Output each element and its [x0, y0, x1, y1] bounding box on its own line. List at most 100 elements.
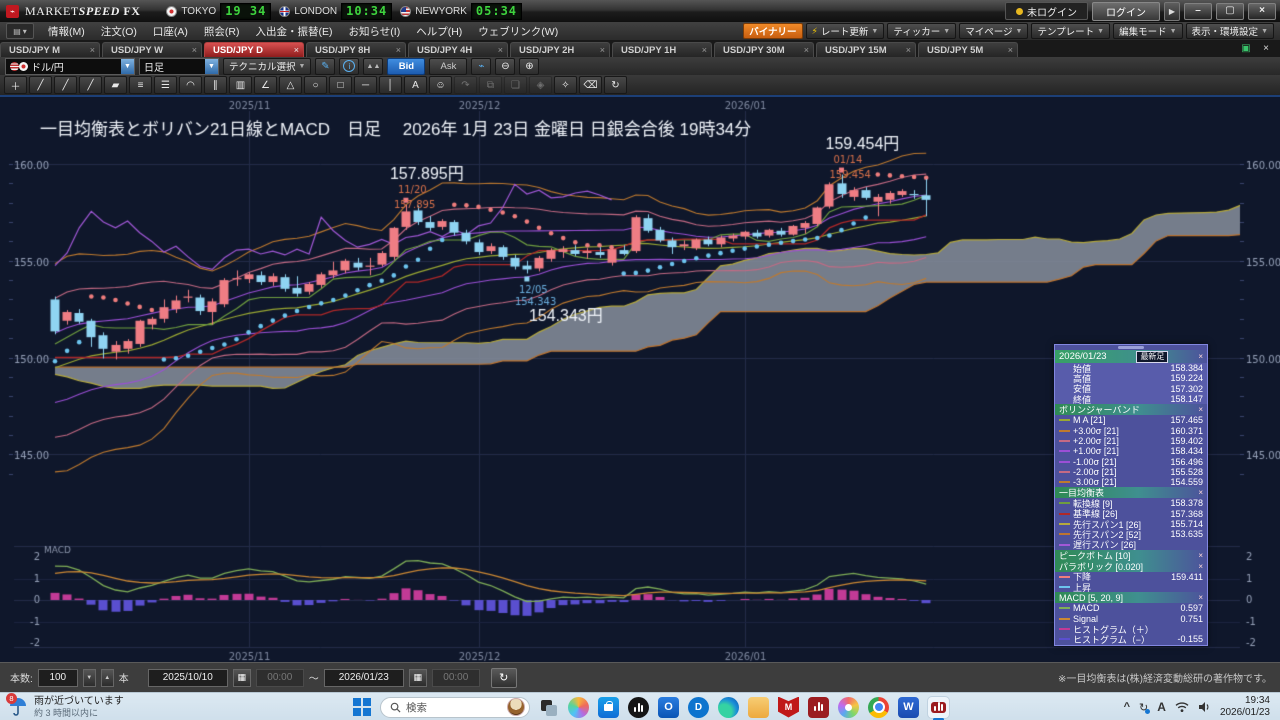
taskbar-search-input[interactable]: 検索 — [380, 696, 530, 718]
section-close-icon[interactable]: × — [1198, 405, 1203, 415]
task-view-icon[interactable] — [538, 697, 559, 718]
ask-toggle-button[interactable]: Ask — [429, 57, 468, 75]
area-chart-button[interactable]: ▲▲ — [363, 57, 384, 75]
tab-close-icon[interactable]: × — [803, 45, 809, 55]
marketspeed-fx-active-icon[interactable] — [928, 696, 949, 720]
close-chart-button[interactable]: × — [1263, 43, 1269, 54]
outlook-icon[interactable]: O — [658, 696, 679, 718]
tab-close-icon[interactable]: × — [497, 45, 503, 55]
tab-close-icon[interactable]: × — [599, 45, 605, 55]
rectangle-tool[interactable]: □ — [329, 76, 352, 94]
extended-line-tool[interactable]: ╱ — [79, 76, 102, 94]
tab-usd-jpy-30m[interactable]: USD/JPY 30M × — [714, 42, 814, 57]
editmode-button[interactable]: 編集モード ▼ — [1113, 23, 1183, 39]
menu-item-5[interactable]: 入出金・振替(E) — [255, 25, 333, 38]
count-down-button[interactable]: ▼ — [82, 668, 96, 687]
menu-item-8[interactable]: ウェブリンク(W) — [478, 25, 559, 38]
arc-tool[interactable]: ◠ — [179, 76, 202, 94]
ticker-button[interactable]: ティッカー ▼ — [887, 23, 957, 39]
technical-select-button[interactable]: テクニカル選択 ▼ — [223, 57, 312, 75]
ray-tool[interactable]: ╱ — [54, 76, 77, 94]
ellipse-tool[interactable]: ○ — [304, 76, 327, 94]
tab-close-icon[interactable]: × — [1007, 45, 1013, 55]
to-calendar-icon[interactable]: ▦ — [408, 668, 427, 687]
weather-widget[interactable]: 8 雨が近づいています 約 3 時間以内に — [0, 693, 208, 718]
restore-button[interactable]: ▢ — [1216, 2, 1244, 20]
ime-mode-icon[interactable]: A — [1157, 700, 1166, 714]
wifi-icon[interactable] — [1175, 701, 1189, 713]
menu-item-7[interactable]: ヘルプ(H) — [416, 25, 463, 38]
crosshair-tool[interactable]: ＋ — [4, 76, 27, 94]
tab-close-icon[interactable]: × — [89, 45, 95, 55]
chart-type-button[interactable]: ⌁ — [471, 57, 492, 75]
tab-usd-jpy-w[interactable]: USD/JPY W × — [102, 42, 202, 57]
brush-tool[interactable]: ▰ — [104, 76, 127, 94]
close-button[interactable]: × — [1248, 2, 1276, 20]
from-date-input[interactable]: 2025/10/10 — [147, 668, 228, 687]
zoom-in-button[interactable]: ⊕ — [519, 57, 540, 75]
maximize-chart-button[interactable]: ▣ — [1241, 43, 1251, 54]
settings-tool[interactable]: ✧ — [554, 76, 577, 94]
edge-icon[interactable] — [718, 696, 739, 718]
tab-close-icon[interactable]: × — [905, 45, 911, 55]
fan-lines-tool[interactable]: ∥ — [204, 76, 227, 94]
timeframe-dropdown-icon[interactable]: ▼ — [205, 58, 218, 74]
polygon-tool[interactable]: △ — [279, 76, 302, 94]
section-close-icon[interactable]: × — [1198, 488, 1203, 498]
eraser-tool[interactable]: ⌫ — [579, 76, 602, 94]
to-date-input[interactable]: 2026/01/23 — [323, 668, 404, 687]
info-button[interactable]: i — [339, 57, 360, 75]
marketspeed-icon[interactable] — [808, 696, 829, 718]
hidden-icons-button[interactable]: ^ — [1123, 701, 1131, 713]
from-calendar-icon[interactable]: ▦ — [232, 668, 251, 687]
grid-lines-tool[interactable]: ☰ — [154, 76, 177, 94]
minimize-button[interactable]: – — [1184, 2, 1212, 20]
menu-item-1[interactable]: 情報(M) — [48, 25, 85, 38]
tab-close-icon[interactable]: × — [191, 45, 197, 55]
angle-tool[interactable]: ∠ — [254, 76, 277, 94]
rate-button[interactable]: ⚡ レート更新 ▼ — [805, 23, 885, 39]
tab-close-icon[interactable]: × — [293, 45, 299, 55]
paint-icon[interactable] — [838, 696, 859, 718]
horizontal-line-tool[interactable]: ─ — [354, 76, 377, 94]
menu-item-2[interactable]: 注文(O) — [100, 25, 137, 38]
binary-button[interactable]: バイナリー — [743, 23, 803, 39]
tab-usd-jpy-m[interactable]: USD/JPY M × — [0, 42, 100, 57]
copilot-icon[interactable] — [568, 696, 589, 718]
tab-close-icon[interactable]: × — [395, 45, 401, 55]
tab-usd-jpy-1h[interactable]: USD/JPY 1H × — [612, 42, 712, 57]
tab-usd-jpy-d[interactable]: USD/JPY D × — [204, 42, 304, 57]
zoom-out-button[interactable]: ⊖ — [495, 57, 516, 75]
audio-app-icon[interactable] — [628, 696, 649, 718]
tab-usd-jpy-2h[interactable]: USD/JPY 2H × — [510, 42, 610, 57]
draw-pencil-button[interactable]: ✎ — [315, 57, 336, 75]
word-icon[interactable]: W — [898, 696, 919, 718]
tab-usd-jpy-8h[interactable]: USD/JPY 8H × — [306, 42, 406, 57]
bid-toggle-button[interactable]: Bid — [387, 57, 426, 75]
trendline-tool[interactable]: ╱ — [29, 76, 52, 94]
text-tool[interactable]: A — [404, 76, 427, 94]
panel-grip[interactable] — [1055, 345, 1207, 350]
tab-usd-jpy-5m[interactable]: USD/JPY 5M × — [918, 42, 1018, 57]
login-more-button[interactable]: ▶ — [1164, 1, 1180, 21]
tab-usd-jpy-15m[interactable]: USD/JPY 15M × — [816, 42, 916, 57]
search-highlight-icon[interactable] — [507, 698, 525, 716]
mypage-button[interactable]: マイページ ▼ — [959, 23, 1029, 39]
menu-item-4[interactable]: 照会(R) — [203, 25, 240, 38]
marker-tool[interactable]: ☺ — [429, 76, 452, 94]
chrome-icon[interactable] — [868, 696, 889, 718]
settings-button[interactable]: 表示・環境設定 ▼ — [1185, 23, 1274, 39]
tab-usd-jpy-4h[interactable]: USD/JPY 4H × — [408, 42, 508, 57]
menu-item-6[interactable]: お知らせ(I) — [348, 25, 401, 38]
horizontal-lines-tool[interactable]: ≡ — [129, 76, 152, 94]
tab-close-icon[interactable]: × — [701, 45, 707, 55]
windows-start-button[interactable] — [352, 697, 372, 717]
template-button[interactable]: テンプレート ▼ — [1031, 23, 1111, 39]
file-explorer-icon[interactable] — [748, 696, 769, 718]
delete-all-tool[interactable]: ↻ — [604, 76, 627, 94]
volume-icon[interactable] — [1198, 701, 1211, 713]
section-close-icon[interactable]: × — [1198, 593, 1203, 603]
window-menu-icon[interactable]: ▤ ▾ — [6, 23, 34, 39]
taskbar-clock[interactable]: 19:34 2026/01/23 — [1219, 695, 1270, 718]
pair-select[interactable]: ドル/円 ▼ — [5, 57, 135, 75]
